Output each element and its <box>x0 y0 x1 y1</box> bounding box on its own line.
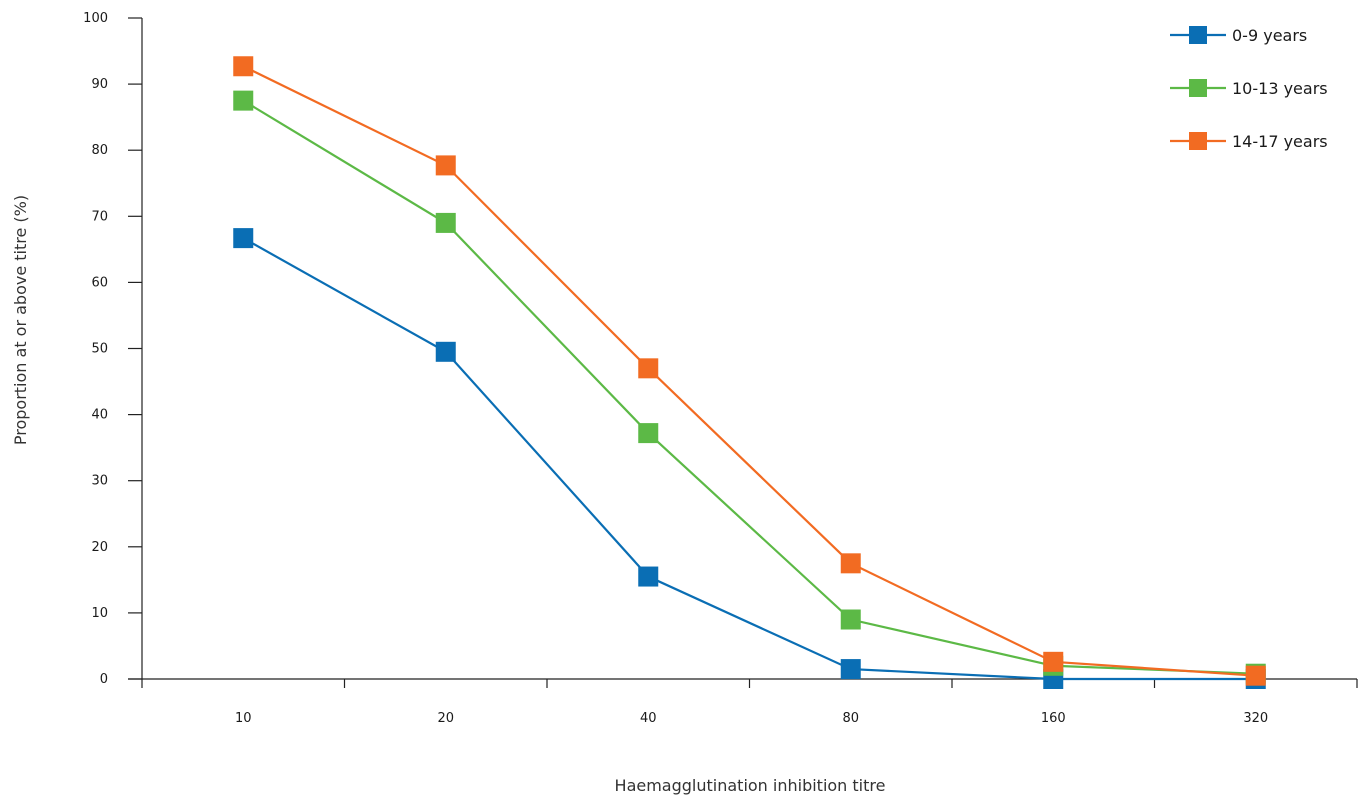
axes: 0 10 20 30 40 50 60 70 80 90 100 10 20 40 80 160 320 <box>83 11 1358 726</box>
data-point-marker <box>638 566 659 587</box>
x-axis-title: Haemagglutination inhibition titre <box>615 776 886 795</box>
data-point-marker <box>233 56 254 77</box>
x-tick-label: 320 <box>1243 711 1268 726</box>
data-point-marker <box>638 423 659 444</box>
data-point-marker <box>638 358 659 379</box>
y-tick-label: 20 <box>91 540 108 555</box>
y-tick-label: 60 <box>91 275 108 290</box>
legend-label: 0-9 years <box>1232 26 1307 45</box>
data-point-marker <box>233 228 254 249</box>
data-point-marker <box>233 90 254 111</box>
y-tick-label: 40 <box>91 408 108 423</box>
data-point-marker <box>840 659 861 680</box>
legend-swatch-marker <box>1189 79 1207 97</box>
y-tick-label: 30 <box>91 474 108 489</box>
y-axis-title: Proportion at or above titre (%) <box>11 195 30 445</box>
y-tick-label: 80 <box>91 143 108 158</box>
y-tick-label: 10 <box>91 606 108 621</box>
series-line <box>242 237 1256 681</box>
data-point-marker <box>840 609 861 630</box>
x-tick-label: 80 <box>842 711 859 726</box>
legend-item: 10-13 years <box>1170 79 1328 98</box>
series-2 <box>233 56 1266 686</box>
series-1 <box>233 90 1266 684</box>
data-point-marker <box>435 341 456 362</box>
legend-item: 14-17 years <box>1170 132 1328 151</box>
y-tick-label: 100 <box>83 11 108 26</box>
legend: 0-9 years 10-13 years 14-17 years <box>1170 26 1328 151</box>
x-tick-label: 40 <box>640 711 657 726</box>
x-tick-label: 10 <box>235 711 252 726</box>
data-point-marker <box>1043 651 1064 672</box>
data-point-marker <box>1245 665 1266 686</box>
series-line <box>242 99 1256 675</box>
legend-swatch-marker <box>1189 132 1207 150</box>
series-0 <box>233 228 1266 689</box>
y-tick-label: 70 <box>91 209 108 224</box>
legend-item: 0-9 years <box>1170 26 1307 45</box>
y-tick-label: 90 <box>91 77 108 92</box>
x-tick-label: 20 <box>437 711 454 726</box>
data-point-marker <box>435 155 456 176</box>
legend-label: 10-13 years <box>1232 79 1328 98</box>
data-point-marker <box>435 212 456 233</box>
legend-label: 14-17 years <box>1232 132 1328 151</box>
x-tick-label: 160 <box>1041 711 1066 726</box>
series-lines <box>233 56 1266 689</box>
legend-swatch-marker <box>1189 26 1207 44</box>
y-tick-label: 50 <box>91 342 108 357</box>
series-line <box>242 65 1256 677</box>
data-point-marker <box>840 553 861 574</box>
y-tick-label: 0 <box>100 672 108 687</box>
